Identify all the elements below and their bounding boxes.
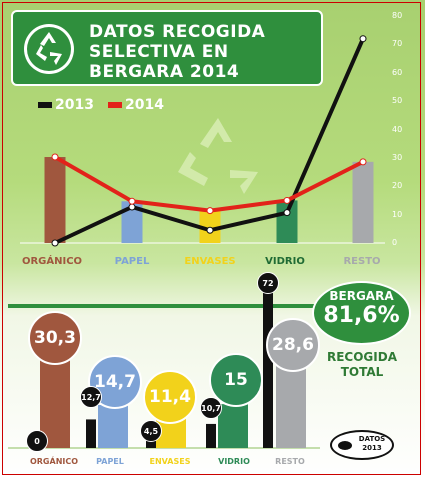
bar-2013-3 <box>146 437 156 448</box>
bergara-total-value: 81,6% <box>323 303 400 328</box>
point-2013-5 <box>359 35 367 43</box>
point-2013-3 <box>206 226 214 234</box>
value-badge-2013-papel: 12,7 <box>80 386 102 408</box>
bottom-label-vidrio: VIDRIO <box>218 457 250 466</box>
y-tick-label: 40 <box>392 124 403 134</box>
y-tick-label: 60 <box>392 67 403 77</box>
datos-2013-text: DATOS 2013 <box>353 435 391 453</box>
y-tick-label: 70 <box>392 39 403 49</box>
category-label-envases: ENVASES <box>184 256 236 267</box>
y-tick-label: 50 <box>392 96 403 106</box>
datos-2013-dot <box>338 441 352 450</box>
point-2013-1 <box>51 239 59 247</box>
y-tick-label: 0 <box>392 238 398 247</box>
title-line-1: DATOS RECOGIDA <box>89 22 266 42</box>
point-2014-3 <box>206 207 214 215</box>
y-tick-label: 80 <box>392 11 403 20</box>
category-label-papel: PAPEL <box>114 256 150 267</box>
bergara-name: BERGARA <box>329 289 394 303</box>
legend-label-2013: 2013 <box>55 97 94 113</box>
value-badge-2014-resto: 28,6 <box>266 318 320 372</box>
value-badge-2014-vidrio: 15 <box>209 353 263 407</box>
y-tick-label: 20 <box>392 181 403 191</box>
title-line-3: BERGARA 2014 <box>89 62 240 82</box>
legend-item-2014: 2014 <box>108 97 164 113</box>
value-badge-2013-organico: 0 <box>26 430 48 452</box>
legend-swatch-2014 <box>108 102 122 108</box>
bergara-summary-badge: BERGARA 81,6% <box>312 281 411 345</box>
y-tick-label: 10 <box>392 209 403 219</box>
point-2014-5 <box>359 158 367 166</box>
legend-swatch-2013 <box>38 102 52 108</box>
recogida-caption-line-1: RECOGIDA <box>326 350 397 364</box>
bar-2014-2 <box>98 405 128 448</box>
value-badge-2013-vidrio: 10,7 <box>200 397 222 419</box>
legend-item-2013: 2013 <box>38 97 94 113</box>
category-label-vidrio: VIDRIO <box>265 256 305 267</box>
bar-2 <box>121 201 143 243</box>
point-2014-4 <box>283 196 291 204</box>
bar-4 <box>276 200 298 243</box>
point-2014-2 <box>128 197 136 205</box>
bar-2014-4 <box>218 404 248 448</box>
bottom-label-resto: RESTO <box>275 457 305 466</box>
category-label-organico: ORGÁNICO <box>21 256 83 267</box>
legend-label-2014: 2014 <box>125 97 164 113</box>
point-2014-1 <box>51 153 59 161</box>
bar-2013-4 <box>206 423 216 448</box>
value-badge-2014-organico: 30,3 <box>28 311 82 365</box>
recogida-caption-line-2: TOTAL <box>340 365 384 379</box>
bottom-label-organico: ORGÁNICO <box>29 457 79 466</box>
datos-2013-legend-badge: DATOS 2013 <box>330 430 394 460</box>
point-2013-4 <box>283 209 291 217</box>
bar-5 <box>352 161 374 243</box>
value-badge-2013-resto: 72 <box>257 272 279 294</box>
bottom-label-papel: PAPEL <box>96 457 124 466</box>
bar-2014-5 <box>276 364 306 448</box>
bar-2013-5 <box>263 286 273 448</box>
bar-1 <box>44 157 66 243</box>
datos-badge-line-1: DATOS <box>358 435 386 443</box>
category-label-resto: RESTO <box>343 256 381 267</box>
bar-2013-2 <box>86 419 96 448</box>
recycle-decoration-icon <box>172 116 264 196</box>
title-line-2: SELECTIVA EN <box>89 42 229 62</box>
page-title: DATOS RECOGIDA SELECTIVA EN BERGARA 2014 <box>89 22 319 82</box>
recycle-icon <box>23 23 75 75</box>
recogida-total-caption: RECOGIDA TOTAL <box>316 350 408 380</box>
y-tick-label: 30 <box>392 152 403 162</box>
value-badge-2014-envases: 11,4 <box>143 370 197 424</box>
datos-badge-line-2: 2013 <box>362 444 382 452</box>
bottom-label-envases: ENVASES <box>149 457 191 466</box>
value-badge-2013-envases: 4,5 <box>140 420 162 442</box>
title-box: DATOS RECOGIDA SELECTIVA EN BERGARA 2014 <box>11 10 323 86</box>
